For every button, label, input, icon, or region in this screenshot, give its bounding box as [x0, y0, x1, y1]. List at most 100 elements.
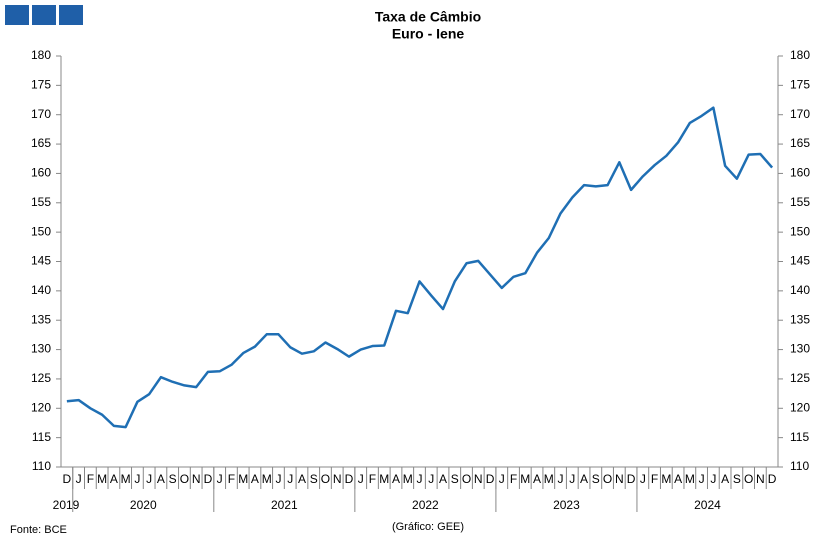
y2-tick-label: 165: [790, 136, 810, 150]
y-tick-label: 160: [31, 166, 51, 180]
x-tick-label: M: [238, 472, 248, 486]
x-tick-label: J: [358, 472, 364, 486]
x-tick-label: D: [486, 472, 495, 486]
y2-tick-label: 130: [790, 342, 810, 356]
y2-tick-label: 155: [790, 195, 810, 209]
x-tick-label: N: [756, 472, 765, 486]
x-tick-label: M: [544, 472, 554, 486]
y2-tick-label: 175: [790, 78, 810, 92]
x-tick-label: A: [157, 472, 165, 486]
y2-tick-label: 150: [790, 224, 810, 238]
x-tick-label: M: [661, 472, 671, 486]
x-tick-label: J: [275, 472, 281, 486]
x-tick-label: F: [510, 472, 517, 486]
y2-tick-label: 125: [790, 371, 810, 385]
x-tick-label: F: [651, 472, 658, 486]
year-label: 2024: [694, 498, 721, 512]
x-tick-label: M: [685, 472, 695, 486]
y2-tick-label: 110: [790, 459, 809, 473]
x-tick-label: O: [462, 472, 471, 486]
logo-block: [5, 5, 29, 25]
x-tick-label: J: [76, 472, 82, 486]
source: Fonte: BCE: [10, 524, 67, 536]
x-tick-label: A: [674, 472, 682, 486]
x-tick-label: M: [262, 472, 272, 486]
x-tick-label: F: [228, 472, 235, 486]
x-tick-label: J: [710, 472, 716, 486]
x-tick-label: A: [439, 472, 447, 486]
x-tick-label: J: [558, 472, 564, 486]
logo-block: [59, 5, 83, 25]
x-tick-label: S: [592, 472, 600, 486]
x-tick-label: F: [369, 472, 376, 486]
y-tick-label: 145: [31, 254, 51, 268]
y2-tick-label: 160: [790, 166, 810, 180]
y-tick-label: 180: [31, 48, 51, 62]
x-tick-label: A: [580, 472, 588, 486]
x-tick-label: S: [169, 472, 177, 486]
series-line: [66, 106, 774, 429]
y-tick-label: 165: [31, 136, 51, 150]
y-tick-label: 115: [32, 430, 51, 444]
y2-tick-label: 115: [790, 430, 809, 444]
x-tick-label: N: [615, 472, 624, 486]
x-tick-label: J: [417, 472, 423, 486]
y2-tick-label: 170: [790, 107, 810, 121]
y-tick-label: 140: [31, 283, 51, 297]
logo-block: [32, 5, 56, 25]
year-label: 2023: [553, 498, 580, 512]
x-tick-label: O: [321, 472, 330, 486]
x-tick-label: J: [640, 472, 646, 486]
x-tick-label: N: [474, 472, 483, 486]
chart-title: Taxa de Câmbio: [375, 9, 481, 25]
x-tick-label: A: [721, 472, 729, 486]
y2-tick-label: 145: [790, 254, 810, 268]
y-tick-label: 120: [31, 400, 51, 414]
x-tick-label: D: [627, 472, 636, 486]
x-tick-label: O: [603, 472, 612, 486]
x-tick-label: D: [345, 472, 354, 486]
x-tick-label: J: [569, 472, 575, 486]
x-tick-label: D: [204, 472, 213, 486]
y-tick-label: 175: [31, 78, 51, 92]
year-label: 2022: [412, 498, 439, 512]
x-tick-label: A: [251, 472, 259, 486]
chart-subtitle: Euro - Iene: [392, 26, 465, 42]
x-tick-label: N: [333, 472, 342, 486]
x-tick-label: S: [451, 472, 459, 486]
y-tick-label: 170: [31, 107, 51, 121]
x-tick-label: A: [110, 472, 118, 486]
y2-tick-label: 140: [790, 283, 810, 297]
x-tick-label: F: [87, 472, 94, 486]
x-tick-label: A: [533, 472, 541, 486]
y-tick-label: 125: [31, 371, 51, 385]
x-tick-label: M: [520, 472, 530, 486]
x-tick-label: M: [121, 472, 131, 486]
x-tick-label: J: [499, 472, 505, 486]
x-tick-label: D: [63, 472, 72, 486]
x-tick-label: A: [392, 472, 400, 486]
y-tick-label: 150: [31, 224, 51, 238]
x-tick-label: M: [379, 472, 389, 486]
credit: (Gráfico: GEE): [392, 521, 464, 533]
y2-tick-label: 120: [790, 400, 810, 414]
y-tick-label: 110: [32, 459, 51, 473]
year-label: 2020: [130, 498, 157, 512]
y-tick-label: 130: [31, 342, 51, 356]
x-tick-label: O: [180, 472, 189, 486]
year-label: 2019: [53, 498, 80, 512]
x-tick-label: S: [310, 472, 318, 486]
x-tick-label: A: [298, 472, 306, 486]
x-tick-label: M: [97, 472, 107, 486]
x-tick-label: J: [217, 472, 223, 486]
x-tick-label: M: [403, 472, 413, 486]
x-tick-label: J: [428, 472, 434, 486]
x-tick-label: J: [134, 472, 140, 486]
year-label: 2021: [271, 498, 298, 512]
x-tick-label: D: [768, 472, 777, 486]
y2-tick-label: 180: [790, 48, 810, 62]
x-tick-label: N: [192, 472, 201, 486]
x-tick-label: S: [733, 472, 741, 486]
y-tick-label: 135: [31, 312, 51, 326]
